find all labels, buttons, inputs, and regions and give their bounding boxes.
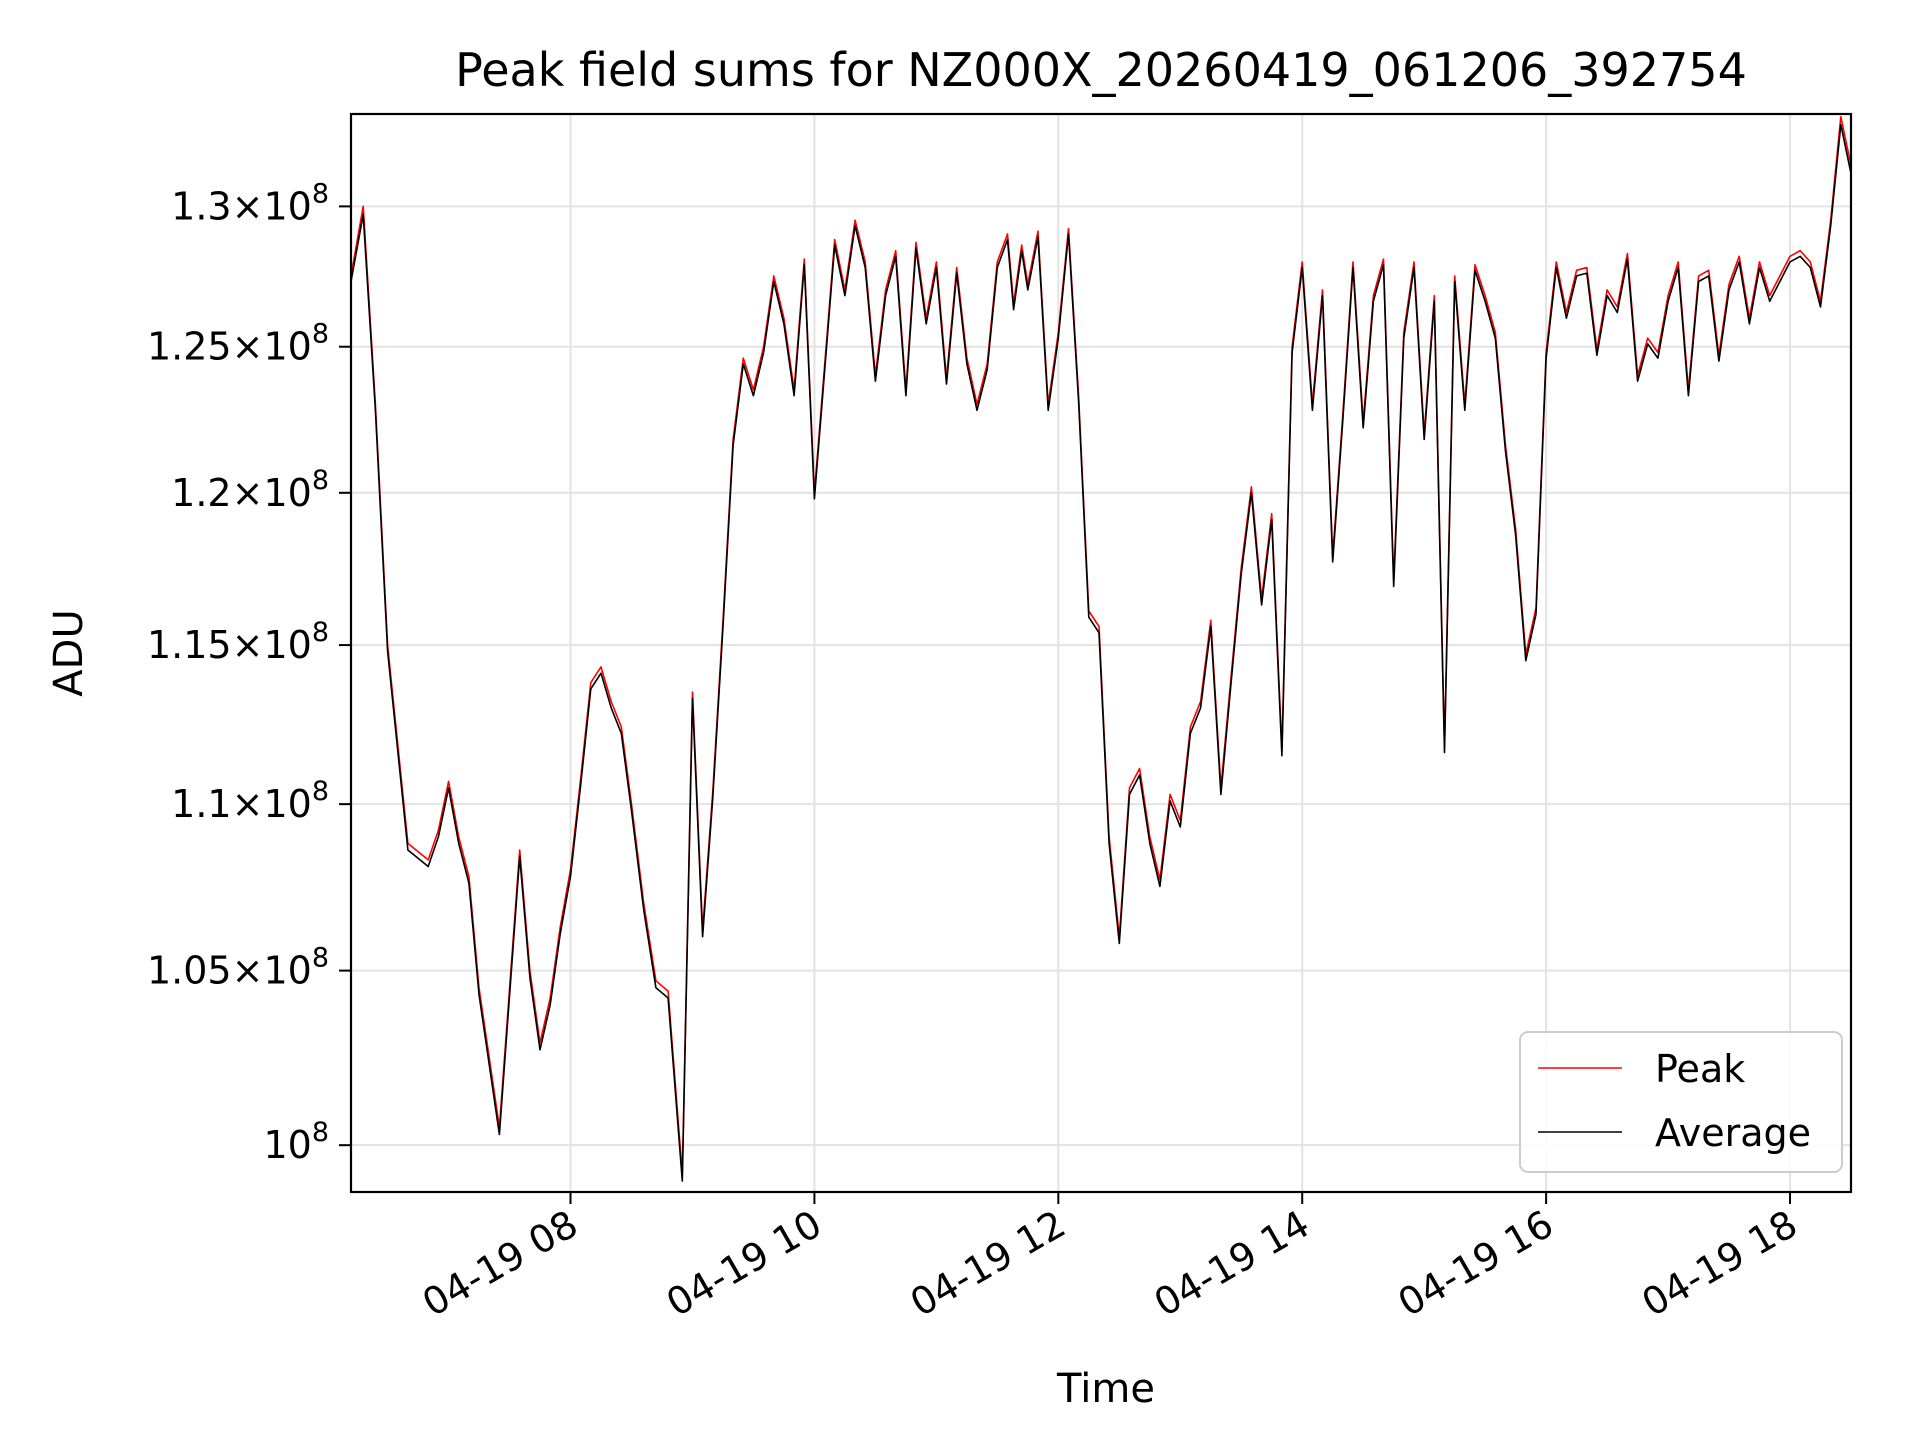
y-tick-base: 10 bbox=[263, 623, 311, 667]
legend-label-average: Average bbox=[1655, 1111, 1811, 1155]
series-layer bbox=[351, 115, 1851, 1182]
y-tick-base: 10 bbox=[263, 949, 311, 993]
y-tick-mantissa: 1.15 bbox=[147, 623, 232, 667]
plot-area-frame bbox=[349, 112, 1853, 1194]
y-tick-times: × bbox=[232, 623, 264, 667]
y-tick-label: 108 bbox=[263, 1117, 329, 1167]
y-tick-label: 1.2×108 bbox=[171, 465, 329, 515]
y-tick-exponent: 8 bbox=[312, 943, 329, 974]
y-tick-mantissa: 1.2 bbox=[171, 471, 231, 515]
legend-box bbox=[1519, 1031, 1843, 1173]
y-tick-exponent: 8 bbox=[312, 776, 329, 807]
chart-title: Peak field sums for NZ000X_20260419_0612… bbox=[455, 43, 1747, 97]
grid-lines bbox=[351, 114, 1851, 1192]
y-tick-base: 10 bbox=[263, 1123, 311, 1167]
y-tick-times: × bbox=[232, 184, 264, 228]
y-tick-exponent: 8 bbox=[312, 178, 329, 209]
y-tick-times: × bbox=[232, 325, 264, 369]
y-tick-mantissa: 1.25 bbox=[147, 325, 232, 369]
y-tick-label: 1.1×108 bbox=[171, 776, 329, 826]
y-tick-mantissa: 1.3 bbox=[171, 184, 231, 228]
y-tick-base: 10 bbox=[263, 471, 311, 515]
y-tick-exponent: 8 bbox=[312, 1117, 329, 1148]
legend-label-peak: Peak bbox=[1655, 1047, 1745, 1091]
y-tick-label: 1.3×108 bbox=[171, 178, 329, 228]
y-tick-base: 10 bbox=[263, 325, 311, 369]
series-line-peak bbox=[351, 115, 1851, 1175]
x-axis-label: Time bbox=[1056, 1366, 1155, 1412]
y-tick-times: × bbox=[232, 949, 264, 993]
y-tick-base: 10 bbox=[263, 782, 311, 826]
y-tick-exponent: 8 bbox=[312, 617, 329, 648]
y-tick-times: × bbox=[232, 782, 264, 826]
y-axis-label: ADU bbox=[46, 609, 92, 696]
y-tick-mantissa: 1.05 bbox=[147, 949, 232, 993]
y-tick-times: × bbox=[232, 471, 264, 515]
y-axis: 1081.05×1081.1×1081.15×1081.2×1081.25×10… bbox=[147, 178, 351, 1167]
y-tick-exponent: 8 bbox=[312, 465, 329, 496]
legend: Peak Average bbox=[1519, 1031, 1843, 1173]
y-tick-label: 1.25×108 bbox=[147, 319, 329, 369]
y-tick-mantissa: 1.1 bbox=[171, 782, 231, 826]
y-tick-exponent: 8 bbox=[312, 319, 329, 350]
y-tick-label: 1.15×108 bbox=[147, 617, 329, 667]
y-tick-label: 1.05×108 bbox=[147, 943, 329, 993]
y-tick-base: 10 bbox=[263, 184, 311, 228]
series-line-average bbox=[351, 123, 1851, 1182]
